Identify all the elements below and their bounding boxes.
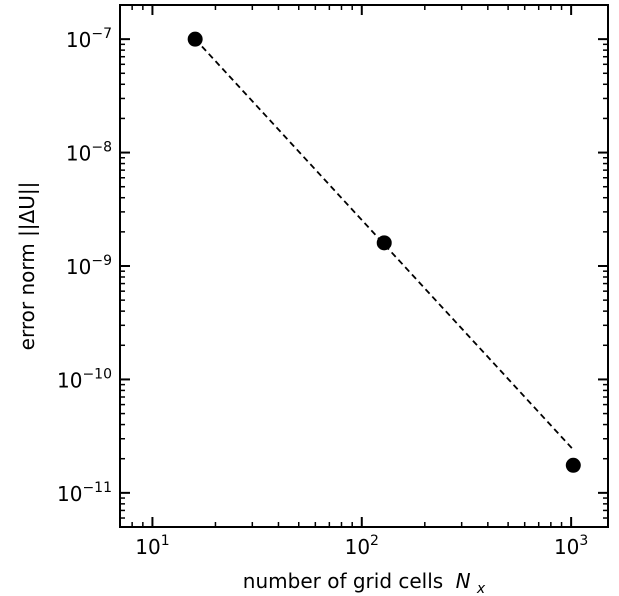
x-axis-label: number of grid cells N x	[243, 569, 486, 596]
fit-layer	[194, 38, 574, 451]
ticks-layer	[119, 4, 608, 528]
y-tick-label: 10−7	[66, 26, 112, 52]
plot-frame	[119, 4, 609, 528]
x-tick-label: 103	[554, 533, 588, 559]
x-tick-label: 102	[345, 533, 379, 559]
points-layer	[187, 31, 581, 473]
x-tick-label: 101	[135, 533, 169, 559]
x-axis-label-subscript: x	[476, 581, 486, 596]
y-axis-label: error norm ||ΔU||	[15, 182, 39, 351]
x-axis-label-symbol: N	[456, 569, 471, 593]
data-point	[187, 31, 203, 47]
fit-line	[194, 38, 574, 451]
y-tick-label: 10−8	[66, 140, 112, 166]
y-tick-label: 10−9	[66, 253, 112, 279]
y-tick-label: 10−11	[57, 480, 112, 506]
data-point	[565, 457, 581, 473]
y-tick-labels: 10−7 10−8 10−9 10−10 10−11	[57, 26, 112, 506]
x-axis-label-text: number of grid cells	[243, 569, 443, 593]
x-tick-labels: 101 102 103	[135, 533, 588, 559]
data-point	[376, 235, 392, 251]
y-tick-label: 10−10	[57, 366, 112, 392]
